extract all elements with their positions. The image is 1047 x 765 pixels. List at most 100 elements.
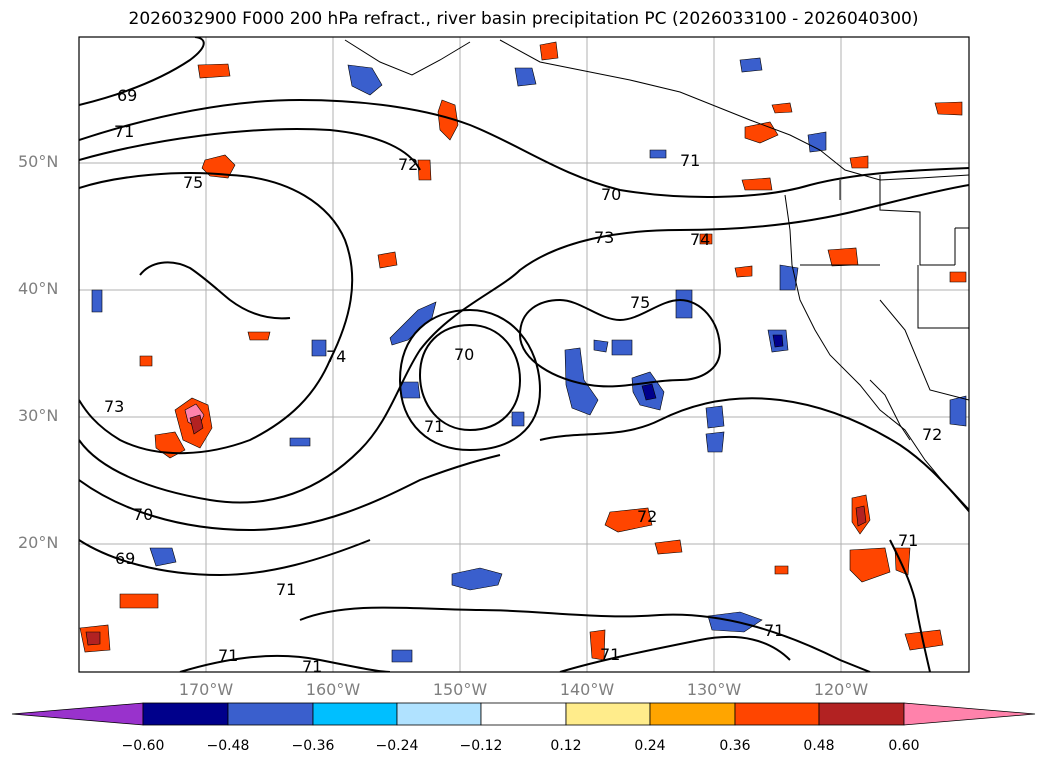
contour-label: 69: [117, 86, 137, 105]
precip-negative: [772, 334, 784, 348]
lat-label: 50°N: [18, 152, 59, 171]
precip-positive: [247, 331, 271, 341]
colorbar: [11, 702, 1036, 726]
precip-negative: [739, 57, 763, 73]
lat-label: 20°N: [18, 533, 59, 552]
contour-label: 71: [424, 417, 444, 436]
precip-positive: [827, 247, 859, 267]
contour-label: 70: [454, 345, 474, 364]
precip-negative: [91, 289, 103, 313]
precip-negative: [675, 289, 693, 319]
precip-positive: [734, 265, 753, 278]
precip-positive: [849, 155, 869, 169]
precip-negative: [649, 149, 667, 159]
precip-positive: [604, 507, 653, 533]
precip-negative: [399, 381, 421, 399]
contour-label: 70: [601, 185, 621, 204]
colorbar-segment: [480, 702, 567, 726]
colorbar-tick-label: −0.36: [291, 738, 335, 754]
precip-negative: [564, 347, 599, 416]
colorbar-tick-label: 0.12: [550, 738, 582, 754]
precip-shading: [79, 41, 967, 663]
precip-positive: [741, 177, 773, 191]
precip-positive: [894, 547, 911, 576]
map-title: 2026032900 F000 200 hPa refract., river …: [128, 9, 919, 29]
precip-positive: [417, 159, 432, 181]
precip-positive: [539, 41, 559, 61]
precip-negative: [149, 547, 177, 567]
colorbar-tick-label: −0.12: [459, 738, 503, 754]
contour-label: 71: [114, 122, 134, 141]
lon-label: 130°W: [686, 680, 742, 699]
coastlines: [344, 39, 969, 513]
colorbar-extend-left: [11, 702, 144, 726]
precip-negative: [389, 301, 437, 346]
contour-label: 71: [680, 151, 700, 170]
contour-label: 69: [115, 549, 135, 568]
precip-negative: [641, 383, 657, 401]
contour-label: 74: [326, 347, 346, 366]
precip-positive: [699, 233, 713, 245]
colorbar-tick-label: −0.60: [121, 738, 165, 754]
contour-label: 73: [594, 228, 614, 247]
colorbar-segment: [649, 702, 736, 726]
refractivity-contours: [79, 37, 969, 672]
colorbar-segment: [227, 702, 314, 726]
contour-label: 75: [183, 173, 203, 192]
precip-positive: [85, 631, 101, 646]
precip-positive: [201, 154, 236, 179]
colorbar-segment: [142, 702, 229, 726]
precip-negative: [593, 339, 609, 353]
precip-positive: [139, 355, 153, 367]
contour-label: 71: [302, 657, 322, 676]
precip-negative: [391, 649, 413, 663]
precip-positive: [119, 593, 159, 609]
contour-label: 71: [898, 531, 918, 550]
precip-positive: [849, 547, 891, 583]
lon-label: 150°W: [432, 680, 488, 699]
precip-negative: [705, 431, 725, 453]
contour-label: 72: [637, 507, 657, 526]
precip-positive: [654, 539, 683, 555]
precip-negative: [347, 64, 383, 96]
colorbar-segment: [312, 702, 398, 726]
contour-label: 72: [398, 155, 418, 174]
precip-negative: [611, 339, 633, 356]
precip-negative: [807, 131, 827, 153]
colorbar-tick-label: −0.24: [375, 738, 419, 754]
precip-positive: [377, 251, 398, 269]
lon-label: 160°W: [305, 680, 361, 699]
precip-positive: [904, 629, 944, 651]
precip-negative: [514, 67, 537, 87]
map-background: [79, 37, 969, 672]
precip-negative: [705, 405, 725, 429]
colorbar-segment: [734, 702, 820, 726]
precip-positive: [189, 414, 204, 435]
lon-label: 140°W: [559, 680, 615, 699]
contour-label: 74: [690, 230, 710, 249]
precip-negative: [511, 411, 525, 427]
lat-label: 30°N: [18, 406, 59, 425]
contour-labels: 69 71 75 72 70 73 74 75 74 70 71 73 70 6…: [104, 86, 942, 676]
precip-positive: [855, 505, 867, 527]
colorbar-tick-label: 0.36: [719, 738, 751, 754]
precip-negative: [949, 395, 967, 427]
colorbar-tick-label: −0.48: [206, 738, 250, 754]
colorbar-segment: [818, 702, 905, 726]
contour-label: 75: [630, 293, 650, 312]
contour-label: 72: [922, 425, 942, 444]
colorbar-tick-label: 0.48: [803, 738, 835, 754]
lon-label: 170°W: [178, 680, 234, 699]
precip-negative: [451, 567, 503, 591]
colorbar-extend-right: [903, 702, 1036, 726]
precip-negative: [289, 437, 311, 447]
contour-label: 71: [276, 580, 296, 599]
contour-label: 71: [218, 646, 238, 665]
precip-negative: [311, 339, 327, 357]
precip-positive: [437, 99, 459, 141]
contour-label: 70: [133, 505, 153, 524]
map-frame: [78, 36, 970, 673]
precip-positive: [949, 271, 967, 283]
contour-label: 71: [600, 645, 620, 664]
